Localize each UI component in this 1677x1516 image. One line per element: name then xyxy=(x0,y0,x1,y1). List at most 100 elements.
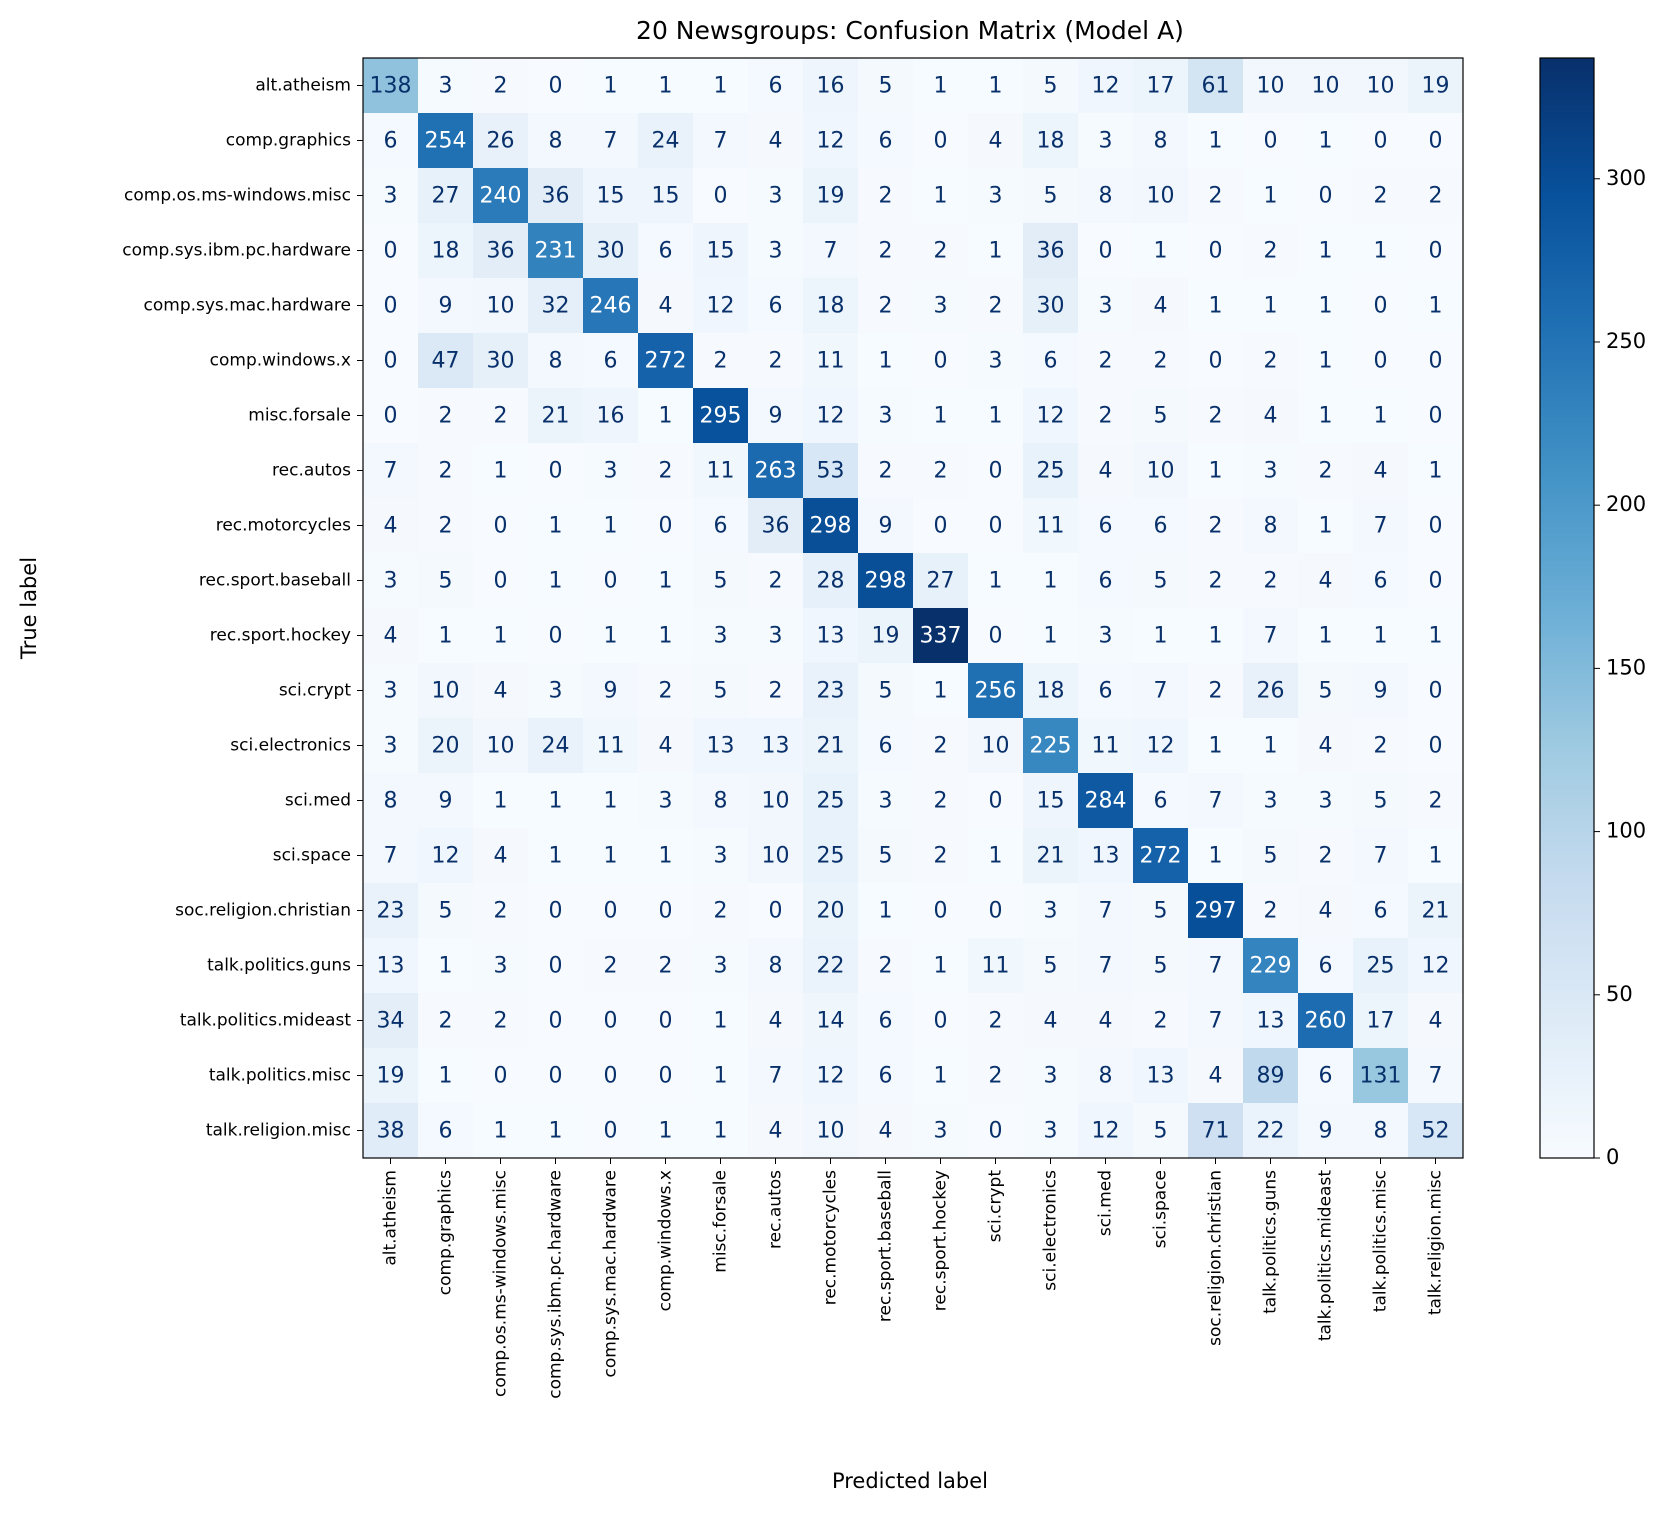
heatmap-cell xyxy=(473,113,529,169)
y-tick-label: comp.sys.mac.hardware xyxy=(144,296,351,316)
heatmap-cell xyxy=(1243,663,1299,719)
heatmap-cell xyxy=(1408,608,1464,664)
heatmap-cell xyxy=(528,993,584,1049)
heatmap-cell xyxy=(418,1048,474,1104)
heatmap-cell xyxy=(693,608,749,664)
cell-label: 8 xyxy=(1374,1119,1388,1144)
y-tick-label: comp.graphics xyxy=(226,131,351,151)
heatmap-cell xyxy=(858,388,914,444)
heatmap-cell xyxy=(748,113,804,169)
heatmap-cell xyxy=(418,58,474,114)
cell-label: 3 xyxy=(879,404,893,429)
heatmap-cell xyxy=(1408,773,1464,829)
heatmap-cell xyxy=(363,938,419,994)
heatmap-cell xyxy=(528,608,584,664)
cell-label: 2 xyxy=(1209,514,1223,539)
heatmap-cell xyxy=(583,663,639,719)
heatmap-cell xyxy=(418,388,474,444)
cell-label: 20 xyxy=(817,899,845,924)
cell-label: 7 xyxy=(1374,844,1388,869)
heatmap-cell xyxy=(803,663,859,719)
cell-label: 2 xyxy=(1429,789,1443,814)
cell-label: 6 xyxy=(1099,514,1113,539)
cell-label: 0 xyxy=(659,1064,673,1089)
heatmap-cell xyxy=(583,443,639,499)
heatmap-cell xyxy=(968,1048,1024,1104)
heatmap-cell xyxy=(748,938,804,994)
heatmap-cell xyxy=(1298,58,1354,114)
heatmap-cell xyxy=(1243,993,1299,1049)
cell-label: 10 xyxy=(1367,74,1395,99)
cell-label: 6 xyxy=(1374,899,1388,924)
heatmap-cell xyxy=(418,663,474,719)
cell-label: 13 xyxy=(1257,1009,1285,1034)
heatmap-cell xyxy=(528,828,584,884)
cell-label: 2 xyxy=(659,679,673,704)
heatmap-cell xyxy=(858,278,914,334)
cell-label: 71 xyxy=(1202,1119,1230,1144)
cell-label: 0 xyxy=(549,74,563,99)
heatmap-cell xyxy=(363,58,419,114)
cell-label: 2 xyxy=(1264,349,1278,374)
heatmap-cell xyxy=(638,938,694,994)
heatmap-cell xyxy=(968,993,1024,1049)
heatmap-cell xyxy=(1298,883,1354,939)
cell-label: 0 xyxy=(1429,679,1443,704)
cell-label: 0 xyxy=(384,294,398,319)
cell-label: 2 xyxy=(934,734,948,759)
cell-label: 0 xyxy=(549,1009,563,1034)
plot-frame xyxy=(362,57,1464,1159)
cell-label: 1 xyxy=(1319,404,1333,429)
heatmap-cell xyxy=(1353,58,1409,114)
cell-label: 3 xyxy=(879,789,893,814)
cell-label: 7 xyxy=(714,129,728,154)
heatmap-cell xyxy=(858,168,914,224)
heatmap-cell xyxy=(1353,993,1409,1049)
heatmap-cell xyxy=(913,168,969,224)
cell-label: 1 xyxy=(989,239,1003,264)
cell-label: 2 xyxy=(1209,679,1223,704)
cell-label: 256 xyxy=(975,679,1017,704)
cell-label: 2 xyxy=(1264,569,1278,594)
heatmap-cell xyxy=(1353,938,1409,994)
cell-label: 0 xyxy=(604,1009,618,1034)
heatmap-cell xyxy=(1078,773,1134,829)
cell-label: 2 xyxy=(1319,459,1333,484)
heatmap-cell xyxy=(1188,993,1244,1049)
cell-label: 2 xyxy=(659,954,673,979)
heatmap-cell xyxy=(1408,553,1464,609)
heatmap-cell xyxy=(913,608,969,664)
heatmap-cell xyxy=(528,553,584,609)
heatmap-cell xyxy=(693,498,749,554)
heatmap-cell xyxy=(1408,333,1464,389)
cell-label: 19 xyxy=(817,184,845,209)
cell-label: 30 xyxy=(597,239,625,264)
heatmap-cell xyxy=(473,333,529,389)
heatmap-cell xyxy=(1078,553,1134,609)
heatmap-cell xyxy=(858,223,914,279)
cell-label: 1 xyxy=(659,404,673,429)
heatmap-cell xyxy=(1408,58,1464,114)
heatmap-cell xyxy=(693,663,749,719)
cell-label: 2 xyxy=(769,569,783,594)
heatmap-cell xyxy=(1408,223,1464,279)
heatmap-cell xyxy=(528,223,584,279)
heatmap-cell xyxy=(583,1103,639,1159)
heatmap-cell xyxy=(1188,58,1244,114)
heatmap-cell xyxy=(968,498,1024,554)
cell-label: 2 xyxy=(439,459,453,484)
cell-label: 1 xyxy=(934,74,948,99)
cell-label: 9 xyxy=(769,404,783,429)
cell-label: 7 xyxy=(1209,789,1223,814)
cell-label: 36 xyxy=(542,184,570,209)
cell-label: 3 xyxy=(989,349,1003,374)
cell-label: 36 xyxy=(762,514,790,539)
heatmap-cell xyxy=(1023,168,1079,224)
cell-label: 2 xyxy=(659,459,673,484)
cell-label: 1 xyxy=(934,954,948,979)
cell-label: 10 xyxy=(1257,74,1285,99)
heatmap-cell xyxy=(693,443,749,499)
cell-label: 13 xyxy=(762,734,790,759)
cell-label: 6 xyxy=(604,349,618,374)
heatmap-cell xyxy=(1353,498,1409,554)
